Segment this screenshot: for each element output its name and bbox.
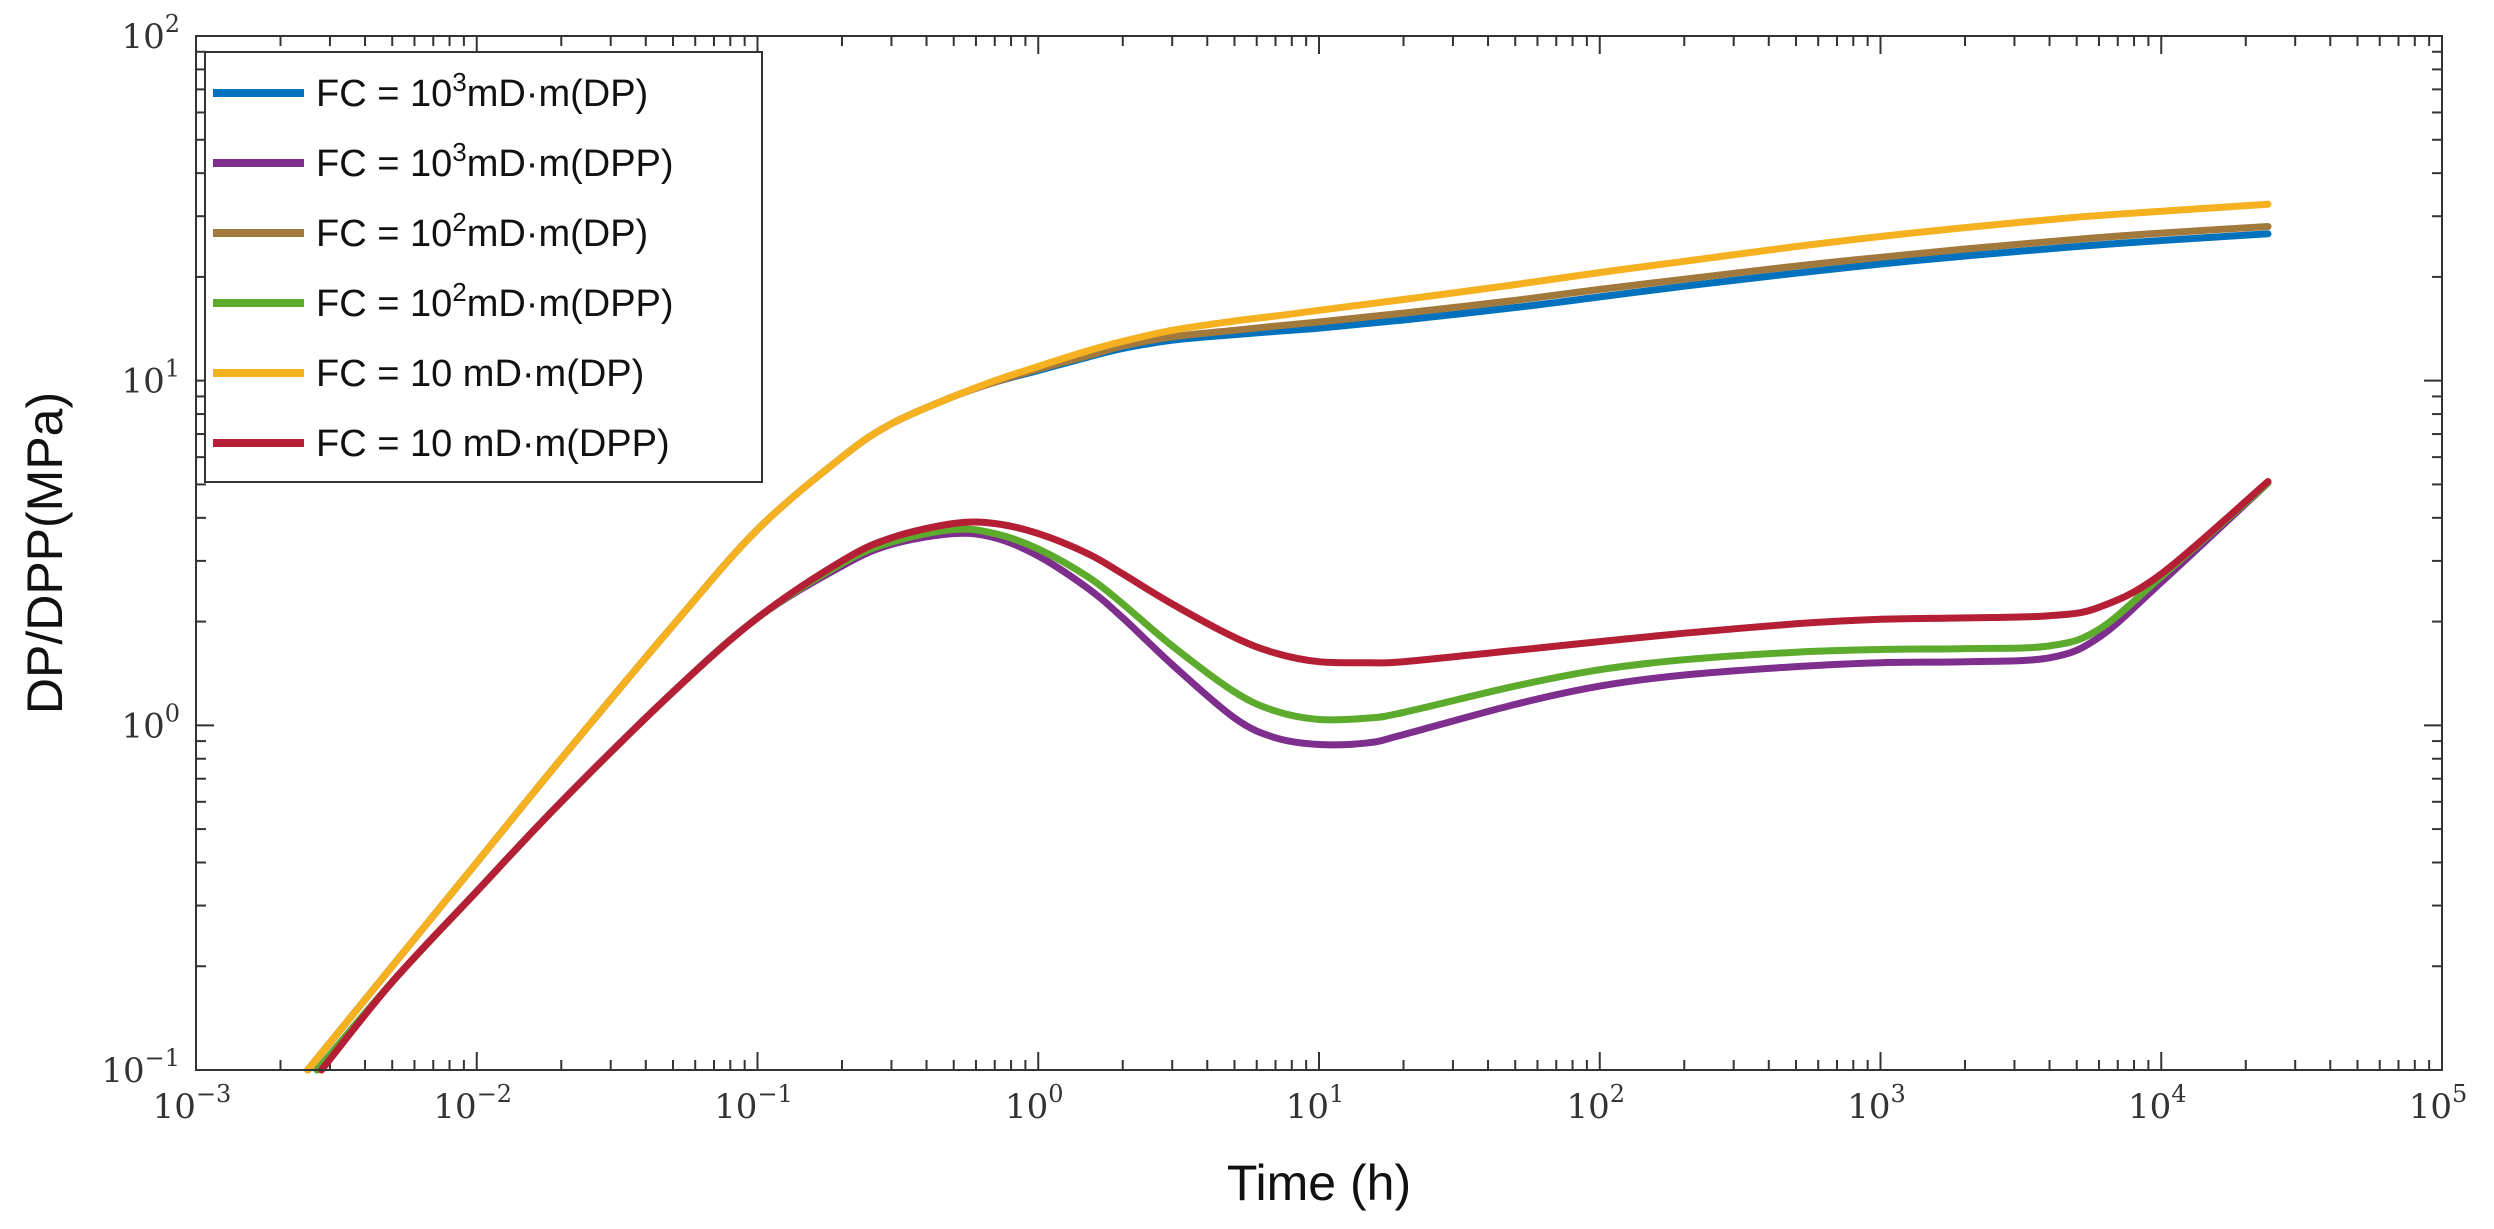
x-tick-label: 10−3	[153, 1080, 232, 1127]
plot-frame	[195, 35, 2443, 1071]
y-tick-label: 102	[121, 10, 180, 57]
x-tick-label: 105	[2409, 1080, 2468, 1127]
series-lines	[304, 200, 2272, 1074]
legend-label-2: FC = 103mD·m(DPP)	[316, 137, 674, 185]
y-tick-label: 101	[121, 355, 180, 402]
legend: FC = 103mD·m(DP) FC = 103mD·m(DPP) FC = 10…	[204, 51, 763, 483]
legend-label-5: FC = 10 mD·m(DP)	[316, 353, 644, 395]
x-tick-label: 102	[1566, 1080, 1625, 1127]
legend-label-6: FC = 10 mD·m(DPP)	[316, 423, 670, 465]
legend-label-1: FC = 103mD·m(DP)	[316, 67, 648, 115]
y-axis-title: DP/DPP(MPa)	[17, 392, 73, 714]
y-tick-label: 10−1	[101, 1044, 180, 1091]
y-tick-label: 100	[121, 699, 180, 746]
x-tick-label: 103	[1847, 1080, 1906, 1127]
x-tick-labels: 10−3 10−2 10−1 100 101 102 103 104 105	[153, 1080, 2468, 1127]
x-tick-label: 100	[1005, 1080, 1064, 1127]
legend-box	[204, 51, 763, 483]
x-tick-label: 10−2	[433, 1080, 512, 1127]
y-tick-labels: 10−1 100 101 102	[101, 10, 180, 1091]
series-line-6	[318, 478, 2272, 1074]
x-tick-label: 10−1	[714, 1080, 793, 1127]
x-tick-label: 104	[2128, 1080, 2187, 1127]
legend-label-3: FC = 102mD·m(DP)	[316, 207, 648, 255]
x-tick-label: 101	[1286, 1080, 1345, 1127]
legend-label-4: FC = 102mD·m(DPP)	[316, 277, 674, 325]
series-line-5	[304, 200, 2272, 1074]
x-axis-title: Time (h)	[1227, 1155, 1411, 1211]
